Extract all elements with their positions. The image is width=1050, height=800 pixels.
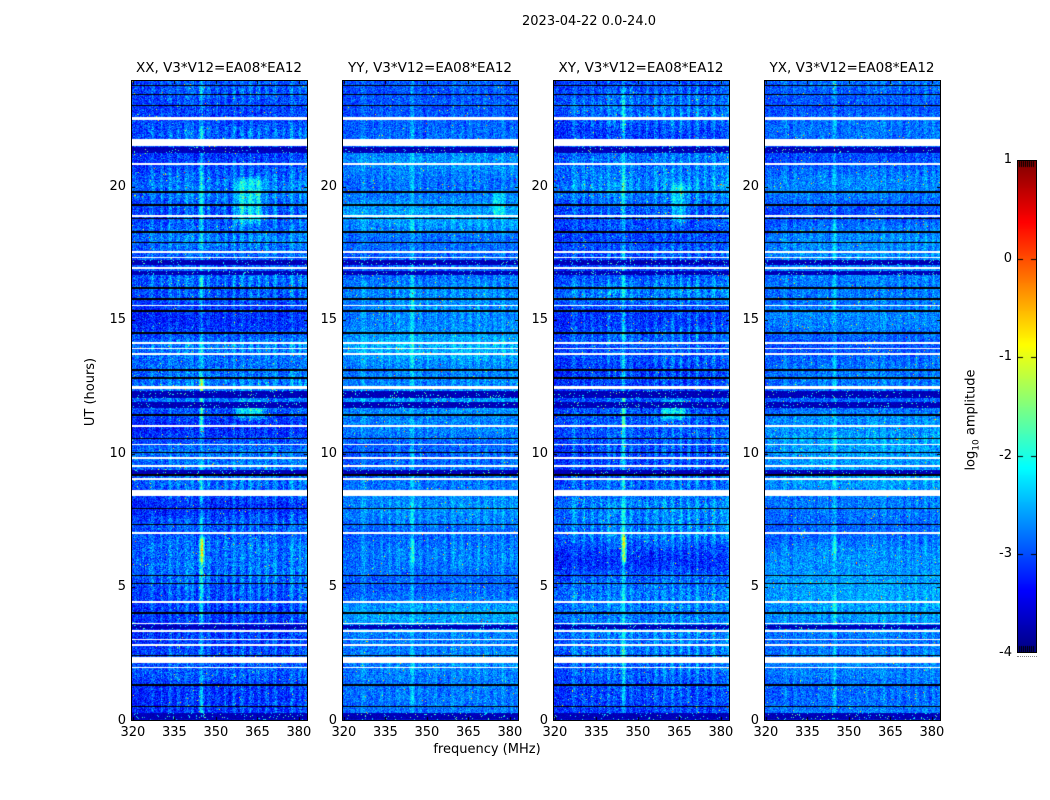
y-tick-label: 10: [742, 445, 759, 461]
y-tick-label: 10: [109, 445, 126, 461]
x-tick-label: 335: [161, 725, 187, 740]
y-tick-label: 20: [531, 178, 548, 194]
x-tick-label: 350: [625, 725, 651, 740]
y-tick-label: 0: [539, 713, 548, 728]
x-tick-label: 365: [666, 725, 692, 740]
colorbar-tick-label: -4: [999, 645, 1012, 660]
y-tick-label: 10: [320, 445, 337, 461]
y-tick-label: 20: [742, 178, 759, 194]
panel-title-yy: YY, V3*V12=EA08*EA12: [347, 60, 513, 76]
y-tick-label: 10: [531, 445, 548, 461]
figure-title: 2023-04-22 0.0-24.0: [522, 14, 656, 29]
x-tick-label: 350: [203, 725, 229, 740]
y-tick-label: 15: [531, 312, 548, 328]
colorbar-label: log10 amplitude: [963, 369, 984, 471]
x-tick-label: 365: [455, 725, 481, 740]
x-tick-label: 380: [286, 725, 312, 740]
x-tick-label: 335: [372, 725, 398, 740]
y-axis-label: UT (hours): [83, 357, 98, 427]
spectrogram-canvas-yy: [342, 80, 519, 721]
colorbar-label-sub: 10: [971, 439, 982, 451]
y-tick-label: 0: [328, 713, 337, 728]
x-tick-label: 365: [244, 725, 270, 740]
x-tick-label: 350: [414, 725, 440, 740]
colorbar-tick-label: 0: [1003, 250, 1012, 266]
y-tick-label: 15: [742, 312, 759, 328]
y-tick-label: 5: [750, 579, 759, 595]
x-tick-label: 335: [583, 725, 609, 740]
panel-title-yx: YX, V3*V12=EA08*EA12: [769, 60, 935, 76]
x-tick-label: 380: [919, 725, 945, 740]
y-tick-label: 0: [117, 713, 126, 728]
panel-title-xx: XX, V3*V12=EA08*EA12: [135, 60, 303, 76]
x-tick-label: 320: [120, 725, 146, 740]
x-tick-label: 320: [331, 725, 357, 740]
colorbar-tick-label: 1: [1003, 152, 1012, 167]
y-tick-label: 15: [320, 312, 337, 328]
x-tick-label: 320: [542, 725, 568, 740]
x-tick-label: 335: [794, 725, 820, 740]
colorbar-tick-label: -1: [999, 349, 1012, 365]
colorbar-tick-label: -2: [999, 447, 1012, 463]
spectrogram-canvas-xx: [131, 80, 308, 721]
spectrogram-canvas-xy: [553, 80, 730, 721]
x-tick-label: 350: [836, 725, 862, 740]
colorbar-label-pre: log: [963, 450, 979, 471]
y-tick-label: 5: [117, 579, 126, 595]
colorbar-canvas: [1017, 160, 1037, 653]
x-tick-label: 320: [753, 725, 779, 740]
y-tick-label: 5: [328, 579, 337, 595]
x-tick-label: 380: [708, 725, 734, 740]
panel-title-xy: XY, V3*V12=EA08*EA12: [558, 60, 724, 76]
y-tick-label: 15: [109, 312, 126, 328]
colorbar-label-post: amplitude: [963, 369, 979, 440]
x-tick-label: 365: [877, 725, 903, 740]
y-tick-label: 20: [109, 178, 126, 194]
spectrogram-canvas-yx: [764, 80, 941, 721]
y-tick-label: 5: [539, 579, 548, 595]
x-axis-label: frequency (MHz): [433, 742, 541, 757]
colorbar-extend-dots: [1017, 656, 1037, 657]
y-tick-label: 20: [320, 178, 337, 194]
colorbar-tick-label: -3: [999, 546, 1012, 562]
x-tick-label: 380: [497, 725, 523, 740]
y-tick-label: 0: [750, 713, 759, 728]
